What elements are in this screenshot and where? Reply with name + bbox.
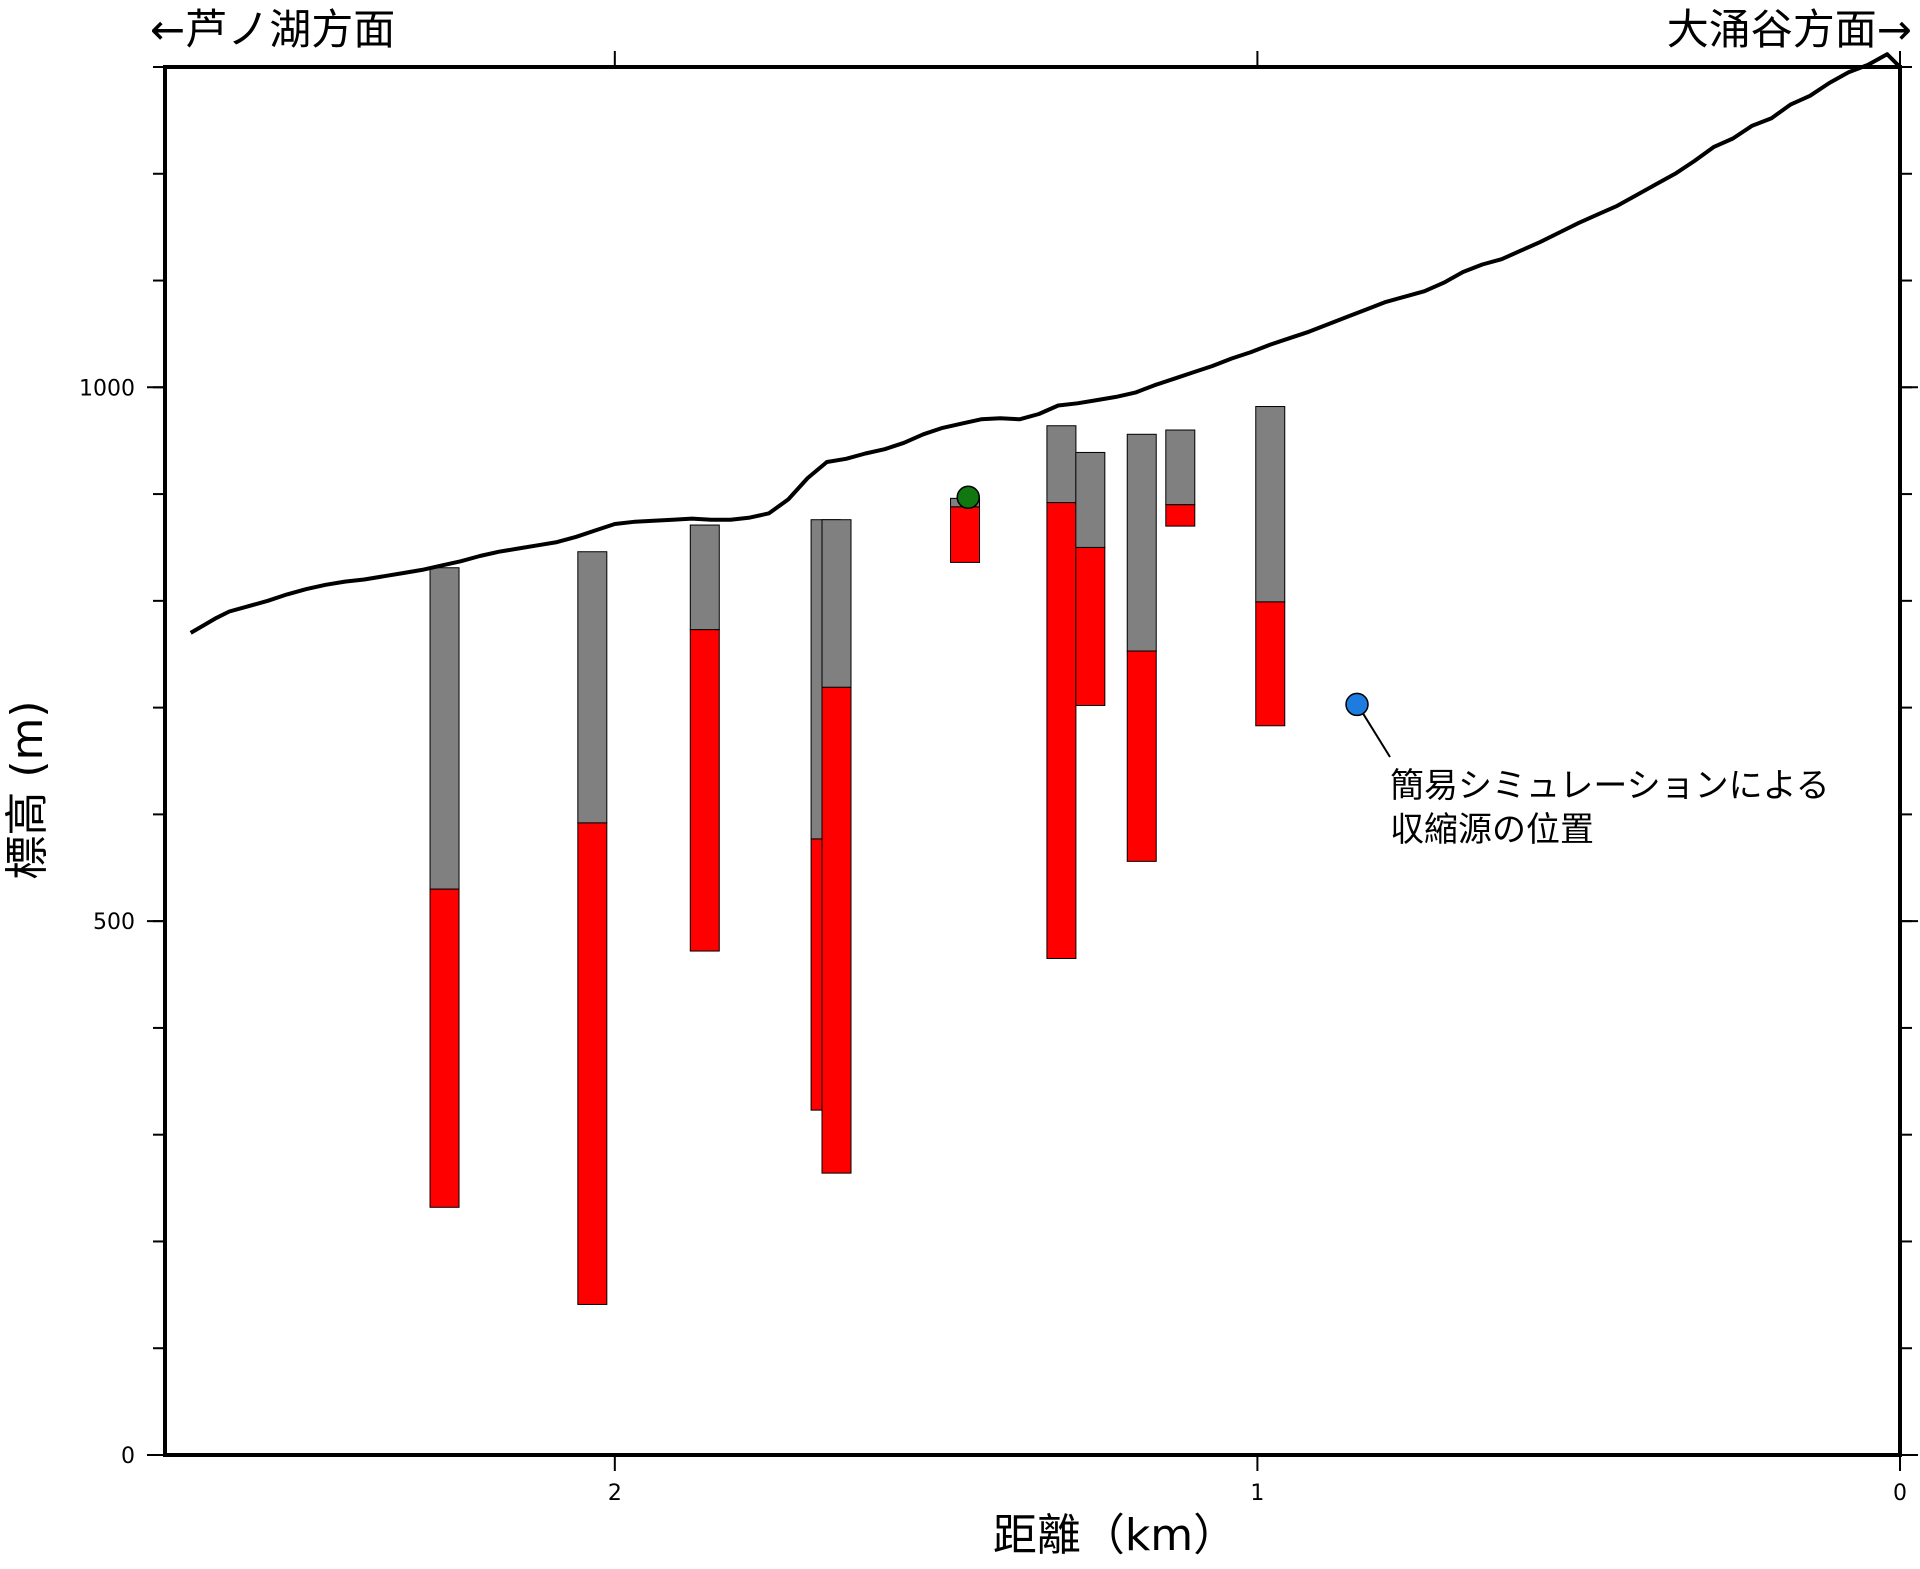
annotation-leader-line <box>1362 712 1391 758</box>
y-tick-label: 0 <box>121 1444 135 1469</box>
x-tick-label: 1 <box>1250 1481 1264 1506</box>
terrain-profile-line <box>189 52 1902 635</box>
borehole-3-red-segment <box>689 629 720 952</box>
borehole-2-red-segment <box>577 822 608 1305</box>
markers <box>956 485 1369 717</box>
borehole-9-red-segment <box>1126 650 1157 862</box>
y-tick-label: 500 <box>93 910 135 935</box>
borehole-7-gray-segment <box>1046 425 1077 504</box>
annotation-line-2: 収縮源の位置 <box>1390 810 1594 850</box>
borehole-7-red-segment <box>1046 502 1077 960</box>
green-marker <box>956 485 980 510</box>
borehole-5-red-segment <box>821 686 852 1174</box>
borehole-10-gray-segment <box>1165 429 1196 506</box>
x-axis-title: 距離（km） <box>993 1510 1237 1561</box>
borehole-10-red-segment <box>1165 504 1196 527</box>
borehole-bars <box>429 406 1286 1305</box>
x-tick-label: 0 <box>1893 1481 1907 1506</box>
annotation-line-1: 簡易シミュレーションによる <box>1390 766 1830 806</box>
borehole-11-red-segment <box>1255 601 1286 727</box>
left-direction-label: ←芦ノ湖方面 <box>150 5 395 54</box>
right-direction-label: 大涌谷方面→ <box>1667 5 1912 54</box>
borehole-1-red-segment <box>429 888 460 1208</box>
borehole-1-gray-segment <box>429 567 460 890</box>
x-tick-label: 2 <box>608 1481 622 1506</box>
borehole-8-red-segment <box>1075 546 1106 706</box>
borehole-3-gray-segment <box>689 524 720 631</box>
blue-marker <box>1345 692 1369 717</box>
borehole-5-gray-segment <box>821 519 852 688</box>
plot-frame <box>163 65 1902 1457</box>
borehole-2-gray-segment <box>577 551 608 824</box>
borehole-11-gray-segment <box>1255 406 1286 603</box>
y-tick-label: 1000 <box>79 376 135 401</box>
borehole-6-red-segment <box>950 506 981 563</box>
axis-ticks: 0 500 1000 2 1 0 <box>79 51 1918 1506</box>
y-axis-title: 標高 (m) <box>2 700 53 879</box>
borehole-8-gray-segment <box>1075 451 1106 548</box>
borehole-9-gray-segment <box>1126 433 1157 652</box>
